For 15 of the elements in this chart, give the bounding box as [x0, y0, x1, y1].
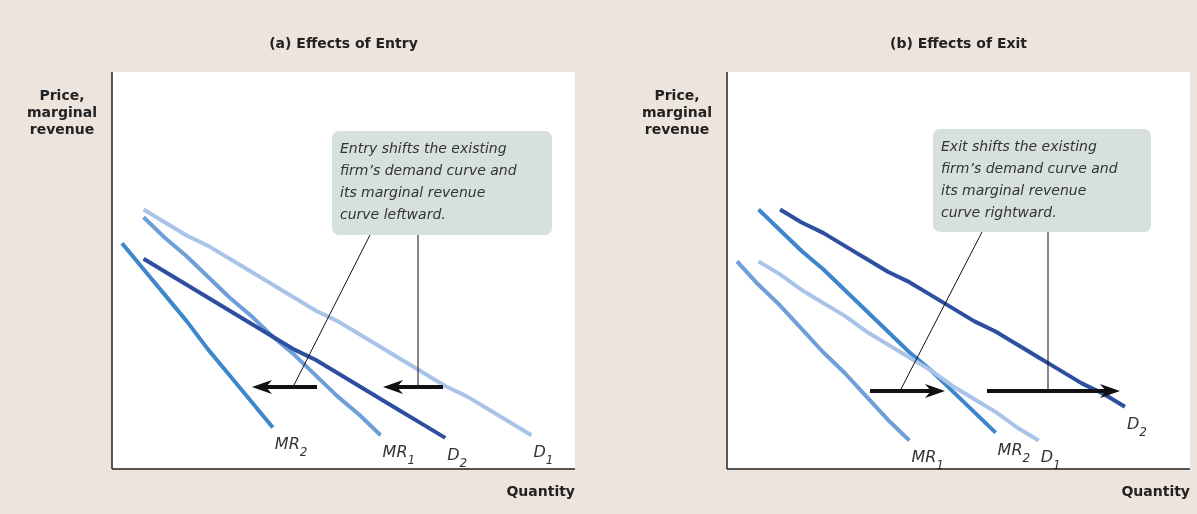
chart-title: (a) Effects of Entry: [269, 35, 418, 51]
x-axis-title: Quantity: [506, 483, 575, 499]
series-label: MR$_{2}$: [274, 434, 308, 460]
y-axis-title: Price, marginal revenue: [27, 87, 97, 137]
y-axis-title: Price, marginal revenue: [642, 87, 712, 137]
x-axis-title: Quantity: [1121, 483, 1190, 499]
annotation: Exit shifts the existing firm’s demand curve and its marginal revenue curve rightward.: [941, 138, 1118, 220]
series-label: MR$_{1}$: [911, 447, 944, 473]
series-label: MR$_{1}$: [382, 442, 416, 468]
chart-title: (b) Effects of Exit: [890, 35, 1028, 51]
series-label: D$_{2}$: [447, 444, 468, 470]
series-label: MR$_{2}$: [997, 439, 1031, 465]
series-label: D$_{2}$: [1126, 413, 1147, 439]
annotation: Entry shifts the existing firm’s demand curve and its marginal revenue curve leftward.: [340, 140, 517, 222]
series-label: D$_{1}$: [533, 442, 554, 468]
